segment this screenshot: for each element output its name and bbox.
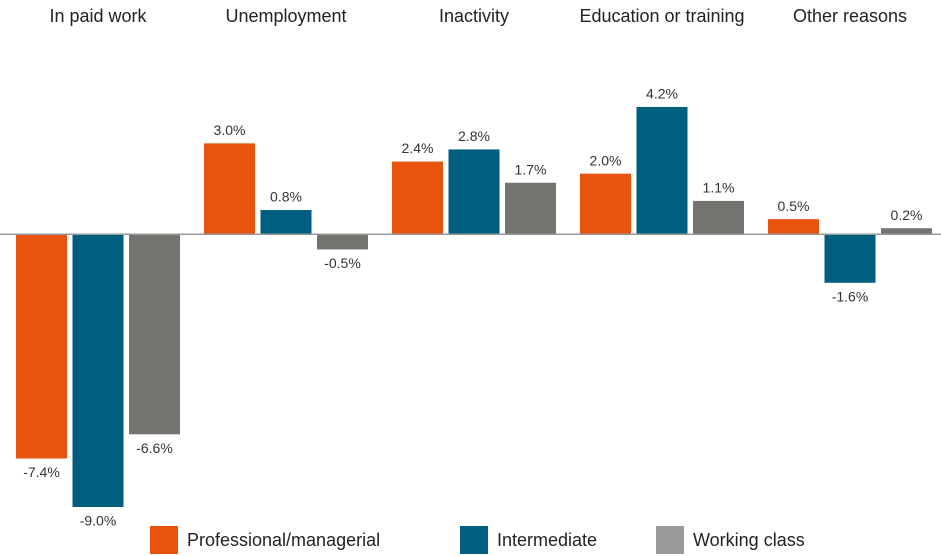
value-label: 0.2% [891,207,923,223]
bar [204,143,255,235]
value-label: -0.5% [324,255,361,271]
bar [636,107,688,235]
value-label: -9.0% [80,513,117,529]
bar [16,234,67,459]
bar [260,210,312,235]
bar [129,234,180,435]
category-label: In paid work [49,6,147,26]
value-label: -7.4% [23,464,60,480]
value-label: 0.5% [778,198,810,214]
legend-swatch [460,526,488,554]
value-label: 2.0% [590,152,622,168]
value-label: 1.1% [703,180,735,196]
value-label: 2.4% [402,140,434,156]
bar [392,161,443,235]
value-label: -1.6% [832,288,869,304]
bar [505,182,556,235]
legend-swatch [656,526,684,554]
value-label: 1.7% [515,161,547,177]
bar [881,228,932,235]
value-label: -6.6% [136,440,173,456]
bar [72,234,124,508]
value-label: 4.2% [646,86,678,102]
legend-label: Intermediate [497,530,597,550]
bar [448,149,500,235]
value-label: 0.8% [270,189,302,205]
value-label: 2.8% [458,128,490,144]
category-label: Inactivity [439,6,509,26]
legend-label: Working class [693,530,805,550]
legend-label: Professional/managerial [187,530,380,550]
bar [824,234,876,283]
bar [580,173,631,235]
value-label: 3.0% [214,122,246,138]
bar [768,219,819,235]
bar [693,200,744,235]
category-label: Other reasons [793,6,907,26]
category-label: Education or training [579,6,744,26]
legend-swatch [150,526,178,554]
bar [317,234,368,250]
category-label: Unemployment [225,6,346,26]
